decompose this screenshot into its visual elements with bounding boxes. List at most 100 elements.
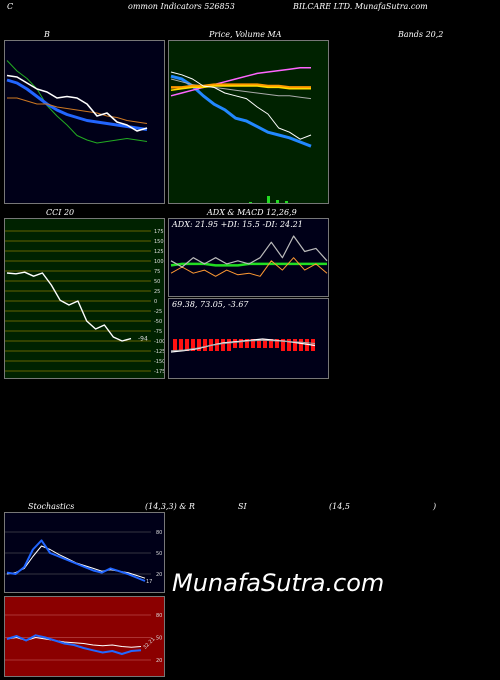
macd-histogram-bar bbox=[239, 339, 243, 348]
volume-bar bbox=[276, 200, 279, 203]
macd-histogram-bar bbox=[251, 339, 255, 348]
macd-histogram-bar bbox=[173, 339, 177, 351]
cci-tick-label: -150 bbox=[154, 359, 165, 365]
cci-tick-label: 175 bbox=[154, 229, 164, 235]
cci-tick-label: 50 bbox=[154, 279, 160, 285]
bollinger-panel bbox=[4, 40, 165, 204]
price-chart bbox=[169, 41, 328, 204]
panel-background bbox=[169, 299, 328, 378]
upper-band-line bbox=[6, 60, 148, 144]
volume-bar bbox=[222, 203, 225, 204]
ema-line-pink bbox=[170, 67, 311, 97]
cci-tick-label: 75 bbox=[154, 269, 160, 275]
stoch-tick-label: 80 bbox=[156, 530, 162, 536]
stoch-tick-label: 20 bbox=[156, 572, 162, 578]
rsi-tick-label: 80 bbox=[156, 613, 162, 619]
cci-tick-label: 0 bbox=[154, 299, 157, 305]
macd-histogram-bar bbox=[299, 339, 303, 351]
macd-histogram-bar bbox=[179, 339, 183, 351]
title-bb: B bbox=[44, 30, 50, 39]
cci-line bbox=[6, 271, 132, 342]
title-cci: CCI 20 bbox=[46, 208, 75, 217]
lower-band-line bbox=[7, 97, 148, 124]
panel-background bbox=[169, 219, 328, 296]
macd-histogram-bar bbox=[287, 339, 291, 351]
volume-bar bbox=[195, 203, 198, 204]
macd-histogram-bar bbox=[269, 339, 273, 348]
stoch-k-line bbox=[6, 539, 146, 582]
volume-bar bbox=[321, 203, 324, 204]
plus-di-line bbox=[170, 257, 328, 277]
cci-tick-label: 100 bbox=[154, 259, 164, 265]
cci-last-value: -94 bbox=[138, 336, 148, 343]
macd-histogram-bar bbox=[275, 339, 279, 348]
volume-bar bbox=[186, 203, 189, 204]
close-price-line bbox=[6, 74, 148, 132]
volume-bar bbox=[294, 203, 297, 204]
cci-tick-label: -75 bbox=[154, 329, 162, 335]
macd-histogram-bar bbox=[191, 339, 195, 351]
macd-histogram-bar bbox=[263, 339, 267, 348]
adx-panel: ADX: 21.95 +DI: 15.5 -DI: 24.21 bbox=[168, 218, 329, 297]
macd-histogram-bar bbox=[281, 339, 285, 351]
volume-bar bbox=[285, 201, 288, 203]
cci-tick-label: -25 bbox=[154, 309, 162, 315]
volume-bar bbox=[267, 196, 270, 203]
cci-panel: 175 150 125 100 75 50 25 0 -25 -50 -75 -100 -125 -150… bbox=[4, 218, 165, 379]
title-stoch-params: (14,3,3) & R bbox=[145, 502, 195, 511]
macd-histogram-bar bbox=[215, 339, 219, 351]
macd-histogram-bar bbox=[305, 339, 309, 351]
title-stoch: Stochastics bbox=[28, 502, 75, 511]
stoch-tick-label: 50 bbox=[156, 551, 162, 557]
rsi-tick-label: 20 bbox=[156, 658, 162, 664]
volume-bar bbox=[177, 203, 180, 204]
macd-histogram-bar bbox=[203, 339, 207, 351]
volume-bar bbox=[249, 202, 252, 203]
macd-signal-line bbox=[170, 339, 316, 352]
panel-background bbox=[5, 597, 164, 676]
close-price-line bbox=[170, 71, 312, 140]
minus-di-line bbox=[170, 235, 328, 268]
volume-bar bbox=[303, 203, 306, 204]
volume-bar bbox=[231, 203, 234, 204]
macd-histogram-bar bbox=[197, 339, 201, 351]
rsi-line bbox=[6, 634, 142, 655]
cci-tick-label: 125 bbox=[154, 249, 164, 255]
rsi-panel: 80 50 20 32.21 bbox=[4, 596, 165, 677]
adx-chart bbox=[169, 219, 328, 296]
ema-line-orange bbox=[171, 83, 311, 89]
bollinger-chart bbox=[5, 41, 164, 203]
ema-line-yellow bbox=[170, 85, 311, 91]
volume-bar bbox=[258, 203, 261, 204]
stoch-last-value: 17 bbox=[146, 579, 152, 585]
header-middle: ommon Indicators 526853 bbox=[128, 2, 235, 11]
middle-band-line bbox=[6, 78, 148, 131]
cci-tick-label: 25 bbox=[154, 289, 160, 295]
header-left: C bbox=[7, 2, 14, 11]
volume-bar bbox=[312, 203, 315, 204]
cci-tick-label: 150 bbox=[154, 239, 164, 245]
macd-histogram-bar bbox=[227, 339, 231, 351]
macd-histogram-bar bbox=[221, 339, 225, 351]
cci-tick-label: -50 bbox=[154, 319, 162, 325]
title-adx: ADX & MACD 12,26,9 bbox=[207, 208, 297, 217]
cci-tick-label: -175 bbox=[154, 369, 165, 375]
header-right: BILCARE LTD. MunafaSutra.com bbox=[293, 2, 428, 11]
rsi-tick-label: 50 bbox=[156, 635, 162, 641]
stochastics-panel: 80 50 20 17 bbox=[4, 512, 165, 593]
macd-histogram-bar bbox=[245, 339, 249, 348]
panel-background bbox=[5, 219, 164, 378]
cci-tick-label: -100 bbox=[154, 339, 165, 345]
title-rsi-params: (14,5 bbox=[329, 502, 350, 511]
macd-histogram-bar bbox=[293, 339, 297, 351]
macd-chart bbox=[169, 299, 328, 378]
cci-chart: 175 150 125 100 75 50 25 0 -25 -50 -75 -100 -125 -150… bbox=[5, 219, 165, 378]
macd-histogram-bar bbox=[233, 339, 237, 348]
title-rsi-close: ) bbox=[433, 502, 437, 511]
title-bands: Bands 20,2 bbox=[398, 30, 444, 39]
macd-readout: 69.38, 73.05, -3.67 bbox=[172, 300, 249, 309]
macd-histogram-bar bbox=[185, 339, 189, 351]
cci-tick-label: -125 bbox=[154, 349, 165, 355]
price-panel bbox=[168, 40, 329, 204]
